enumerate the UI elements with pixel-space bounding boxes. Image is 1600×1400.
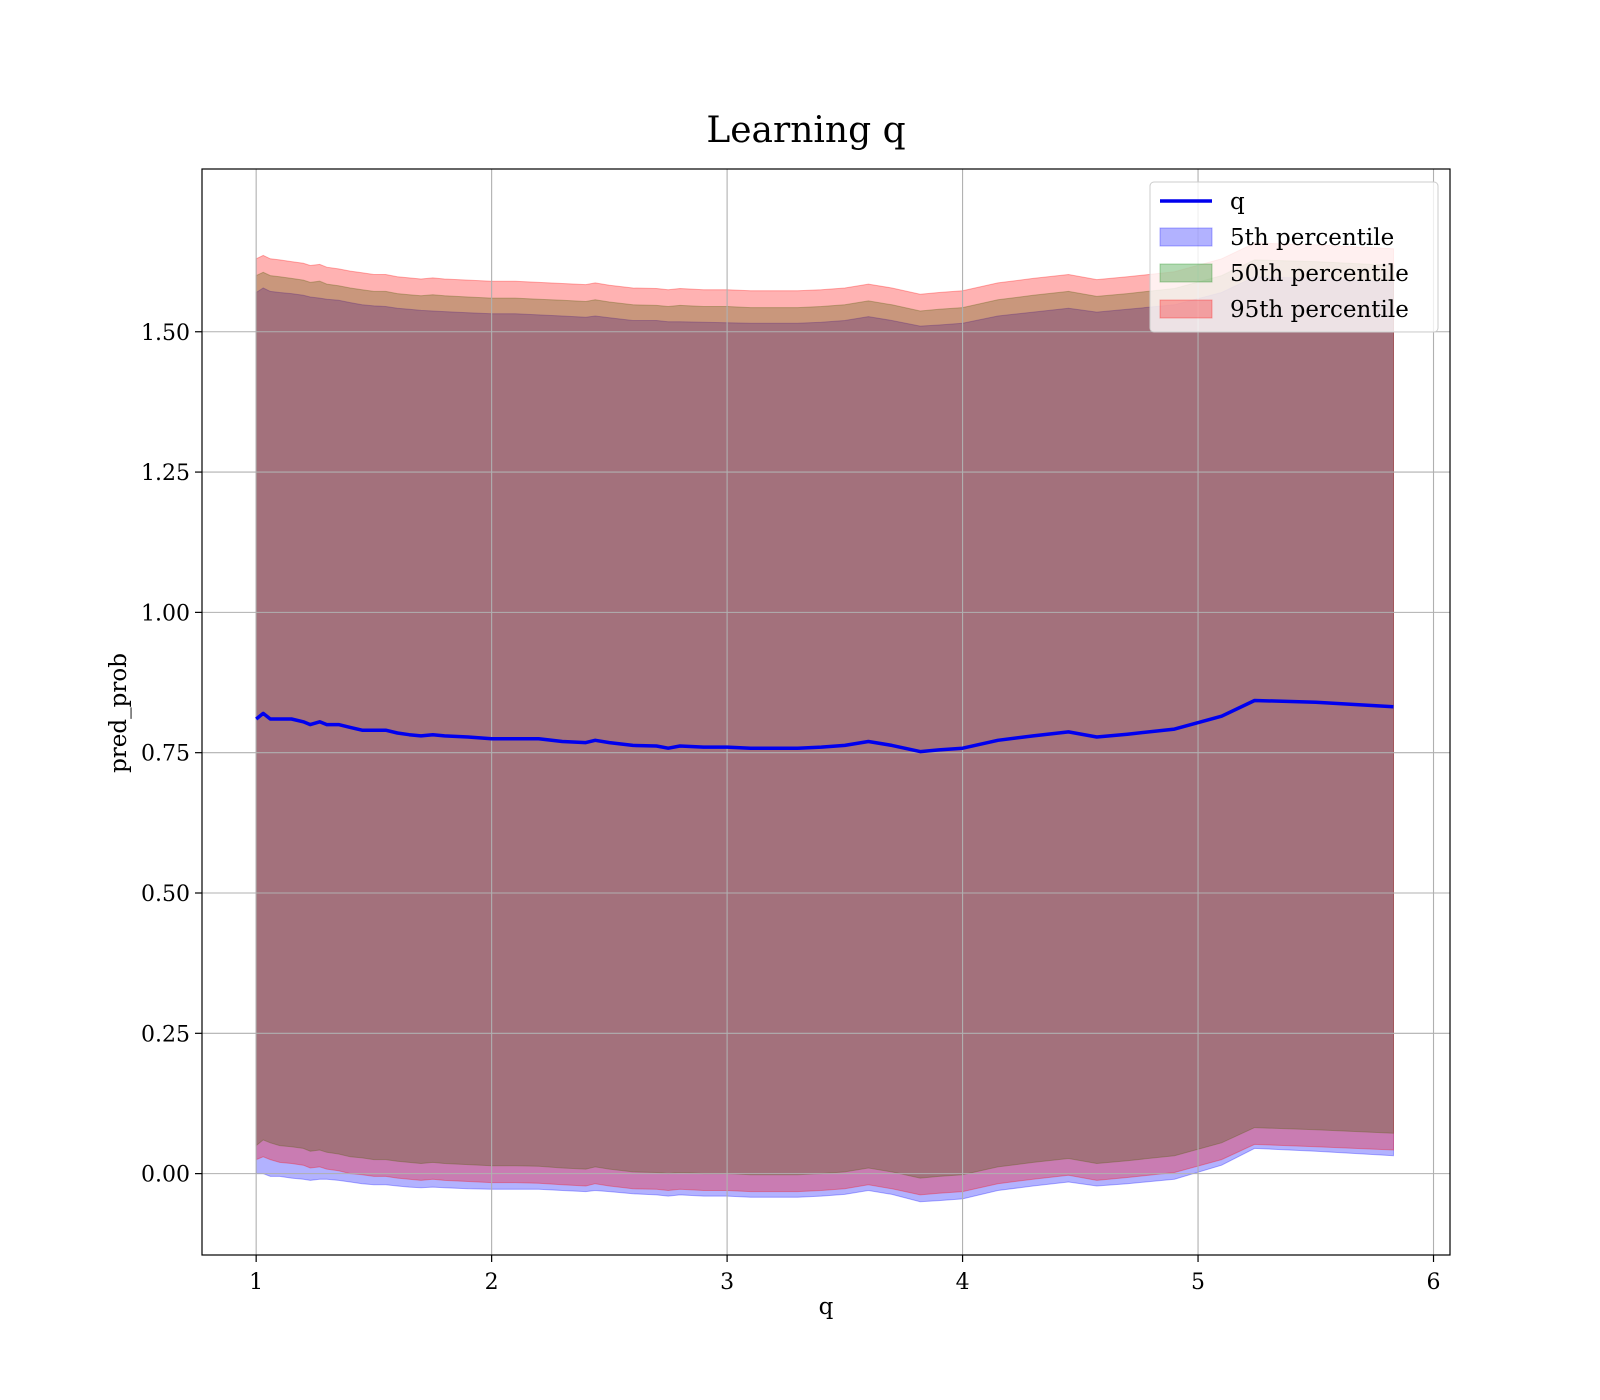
x-tick-label: 6 [1427, 1270, 1441, 1295]
y-tick-label: 0.25 [141, 1022, 190, 1047]
x-axis-ticks: 1 2 3 4 5 6 [249, 1255, 1441, 1295]
legend-label: q [1230, 189, 1245, 215]
y-axis-ticks: 0.00 0.25 0.50 0.75 1.00 1.25 1.50 [141, 321, 202, 1188]
legend-box [1149, 181, 1439, 333]
legend-label: 95th percentile [1230, 297, 1409, 323]
x-axis-label: q [819, 1294, 834, 1320]
y-tick-label: 1.50 [141, 321, 190, 346]
x-tick-label: 4 [956, 1270, 970, 1295]
band-3 [255, 242, 1394, 1196]
y-tick-label: 0.00 [141, 1163, 190, 1188]
y-tick-label: 1.25 [141, 461, 190, 486]
chart-title: Learning q [706, 110, 905, 151]
x-tick-label: 5 [1191, 1270, 1205, 1295]
x-tick-label: 1 [249, 1270, 263, 1295]
lines [255, 698, 1394, 754]
legend-swatch-band [1159, 227, 1213, 247]
band-2 [255, 259, 1394, 1179]
legend-swatch-band [1159, 299, 1213, 319]
y-tick-label: 1.00 [141, 601, 190, 626]
x-tick-label: 2 [485, 1270, 499, 1295]
y-tick-label: 0.50 [141, 882, 190, 907]
y-axis-label: pred_prob [106, 653, 132, 773]
bands [255, 242, 1394, 1203]
plot-frame [201, 168, 1451, 1256]
band-1 [255, 276, 1394, 1203]
legend: q 5th percentile 50th percentile 95th perce… [1149, 181, 1439, 333]
legend-label: 50th percentile [1230, 261, 1409, 287]
legend-label: 5th percentile [1230, 225, 1394, 251]
legend-swatch-band [1159, 263, 1213, 283]
y-tick-label: 0.75 [141, 742, 190, 767]
line-series-q [255, 698, 1394, 754]
grid [202, 169, 1450, 1255]
plot-area [201, 168, 1451, 1256]
x-tick-label: 3 [720, 1270, 734, 1295]
